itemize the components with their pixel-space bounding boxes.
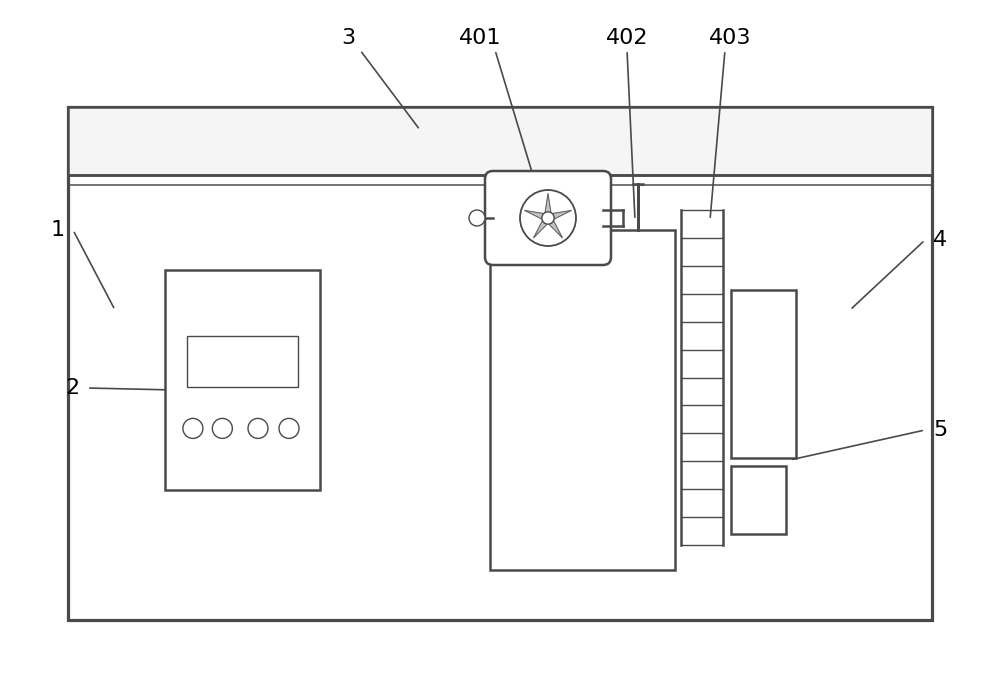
Text: 402: 402 [606, 28, 648, 48]
Bar [165, 270, 320, 490]
Bar [731, 290, 796, 458]
Circle shape [248, 419, 268, 438]
Polygon shape [548, 218, 562, 238]
Circle shape [469, 210, 485, 226]
Polygon shape [534, 218, 548, 238]
Bar [490, 230, 675, 570]
Text: 401: 401 [459, 28, 501, 48]
Circle shape [183, 419, 203, 438]
Bar [731, 466, 786, 534]
Text: 1: 1 [51, 220, 65, 240]
Text: 2: 2 [65, 378, 79, 398]
Text: 4: 4 [933, 230, 947, 250]
Circle shape [212, 419, 232, 438]
Bar [187, 336, 298, 386]
Circle shape [542, 212, 554, 224]
FancyBboxPatch shape [485, 171, 611, 265]
Polygon shape [525, 211, 548, 219]
Text: 3: 3 [341, 28, 355, 48]
Text: 403: 403 [709, 28, 751, 48]
Polygon shape [545, 193, 551, 218]
Bar [68, 107, 932, 620]
Circle shape [279, 419, 299, 438]
Bar [68, 107, 932, 175]
Polygon shape [548, 211, 571, 219]
Circle shape [520, 190, 576, 246]
Text: 5: 5 [933, 420, 947, 440]
